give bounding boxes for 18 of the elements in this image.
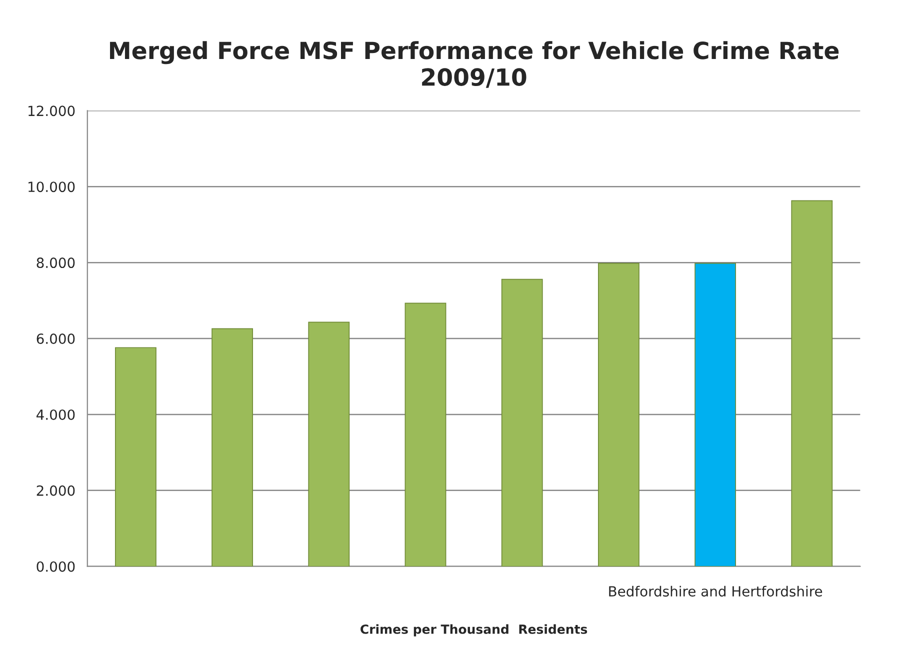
bar	[212, 328, 254, 566]
y-tick-label: 2.000	[36, 485, 75, 496]
bar	[501, 278, 543, 566]
y-tick-label: 6.000	[36, 333, 75, 344]
x-tick-label: Bedfordshire and Hertfordshire	[609, 586, 822, 597]
y-tick-label: 10.000	[28, 182, 75, 192]
bar	[404, 302, 446, 566]
y-tick-label: 12.000	[28, 106, 75, 116]
bar	[694, 262, 736, 566]
bar	[791, 200, 833, 566]
bar	[114, 347, 156, 566]
x-axis-title: Crimes per Thousand Residents	[360, 624, 588, 636]
y-tick-label: 0.000	[36, 561, 75, 572]
y-tick-label: 8.000	[36, 258, 75, 268]
y-tick-label: 4.000	[36, 409, 75, 420]
chart-title: Merged Force MSF Performance for Vehicle Crime Rate 2009/10	[110, 41, 839, 88]
bar	[308, 322, 350, 566]
bar	[598, 262, 640, 566]
